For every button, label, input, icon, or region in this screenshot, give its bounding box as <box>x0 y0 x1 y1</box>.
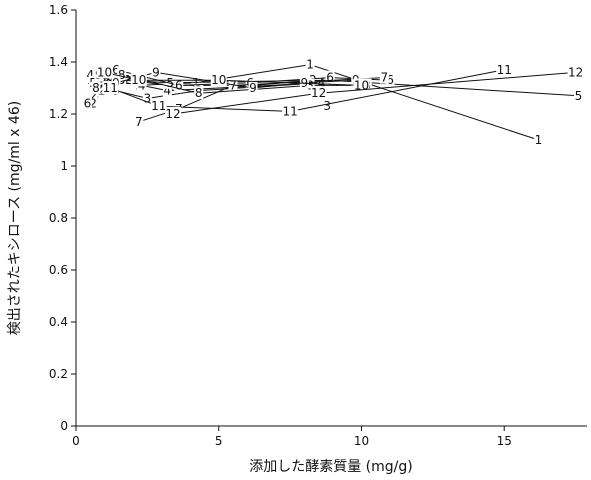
series-line <box>110 69 505 112</box>
y-ticks: 0 0.2 0.4 0.6 0.8 1 1.2 1.4 1.6 <box>49 3 76 433</box>
point-label-bg <box>567 65 584 79</box>
point-label-bg <box>174 78 184 92</box>
data-point-label: 1 <box>306 58 314 72</box>
data-point-label: 11 <box>151 99 166 113</box>
data-point-label: 3 <box>144 91 152 105</box>
data-point-label: 10 <box>97 65 112 79</box>
x-tick-label: 0 <box>72 434 80 448</box>
data-point-label: 8 <box>306 78 314 92</box>
point-label-bg <box>353 78 370 92</box>
point-label-bg <box>299 75 309 89</box>
data-point-label: 10 <box>211 73 226 87</box>
y-tick-label: 1 <box>60 159 68 173</box>
point-label-bg <box>96 65 113 79</box>
point-label-bg <box>310 86 327 100</box>
point-label-bg <box>162 83 172 97</box>
y-tick-label: 0 <box>60 419 68 433</box>
point-label-bg <box>379 70 389 84</box>
point-label-bg <box>165 107 182 120</box>
series-12: 12 12 12 <box>165 65 584 121</box>
x-tick-label: 15 <box>497 434 512 448</box>
point-label-bg <box>111 62 121 76</box>
point-label-bg <box>102 81 119 94</box>
point-label-bg <box>305 57 315 71</box>
y-tick-label: 0.2 <box>49 367 68 381</box>
data-point-label: 6 <box>112 63 120 77</box>
data-point-label: 11 <box>103 81 118 95</box>
point-label-bg <box>150 99 167 113</box>
data-point-label: 4 <box>318 76 326 90</box>
data-point-label: 5 <box>575 89 583 103</box>
x-ticks: 0 5 10 15 <box>72 426 512 448</box>
x-tick-label: 10 <box>354 434 369 448</box>
data-point-label: 9 <box>152 65 160 79</box>
point-label-bg <box>130 73 147 87</box>
data-point-label: 8 <box>92 81 100 95</box>
data-point-label: 9 <box>249 81 257 95</box>
point-label-bg <box>573 88 583 102</box>
data-point-label: 11 <box>497 63 512 77</box>
x-axis-title: 添加した酵素質量 (mg/g) <box>249 459 413 475</box>
data-point-label: 6 <box>326 71 334 85</box>
point-label-bg <box>142 91 152 105</box>
data-point-label: 11 <box>282 104 297 118</box>
data-point-label: 6 <box>84 97 92 111</box>
series-10: 10 10 10 10 <box>96 65 370 92</box>
point-label-bg <box>282 104 299 118</box>
point-label-bg <box>134 114 144 128</box>
data-point-label: 6 <box>175 78 183 92</box>
point-label-bg <box>194 86 204 100</box>
data-point-label: 12 <box>568 65 583 79</box>
series-11: 11 11 11 11 <box>102 62 513 118</box>
series-layer: 1111112222223333344444555556666667777888… <box>82 57 584 147</box>
x-tick-label: 5 <box>215 434 223 448</box>
y-tick-label: 1.6 <box>49 3 68 17</box>
point-label-bg <box>325 70 335 84</box>
point-label-bg <box>165 75 175 89</box>
data-point-label: 4 <box>86 68 94 82</box>
y-tick-label: 0.6 <box>49 263 68 277</box>
y-tick-label: 1.2 <box>49 107 68 121</box>
data-point-label: 2 <box>89 97 97 111</box>
point-label-bg <box>91 81 101 94</box>
point-label-bg <box>88 96 98 110</box>
point-label-bg <box>117 68 127 81</box>
data-point-label: 2 <box>98 84 106 98</box>
point-label-bg <box>322 99 332 113</box>
series-line <box>104 71 362 86</box>
y-tick-label: 0.8 <box>49 211 68 225</box>
data-point-label: 7 <box>229 78 237 92</box>
point-label-bg <box>85 68 95 81</box>
point-label-bg <box>248 81 258 94</box>
data-point-label: 7 <box>135 115 143 129</box>
data-point-label: 6 <box>386 73 394 87</box>
point-label-bg <box>210 73 227 87</box>
data-point-label: 12 <box>165 107 180 121</box>
point-label-bg <box>151 65 161 79</box>
point-label-bg <box>305 78 315 92</box>
data-point-label: 12 <box>311 86 326 100</box>
point-label-bg <box>496 62 513 76</box>
data-point-label: 9 <box>301 76 309 90</box>
data-point-label: 7 <box>380 71 388 85</box>
data-point-label: 4 <box>164 84 172 98</box>
point-label-bg <box>533 133 543 146</box>
data-point-label: 8 <box>118 68 126 82</box>
data-point-label: 8 <box>195 86 203 100</box>
y-tick-label: 0.4 <box>49 315 68 329</box>
point-label-bg <box>385 73 395 87</box>
point-label-bg <box>97 83 107 97</box>
data-point-label: 3 <box>323 99 331 113</box>
data-point-label: 1 <box>535 133 543 147</box>
data-point-label: 10 <box>354 78 369 92</box>
point-label-bg <box>82 96 92 110</box>
y-tick-label: 1.4 <box>49 55 68 69</box>
data-point-label: 10 <box>131 73 146 87</box>
y-axis-title: 検出されたキシロース (mg/ml x 46) <box>7 101 23 335</box>
